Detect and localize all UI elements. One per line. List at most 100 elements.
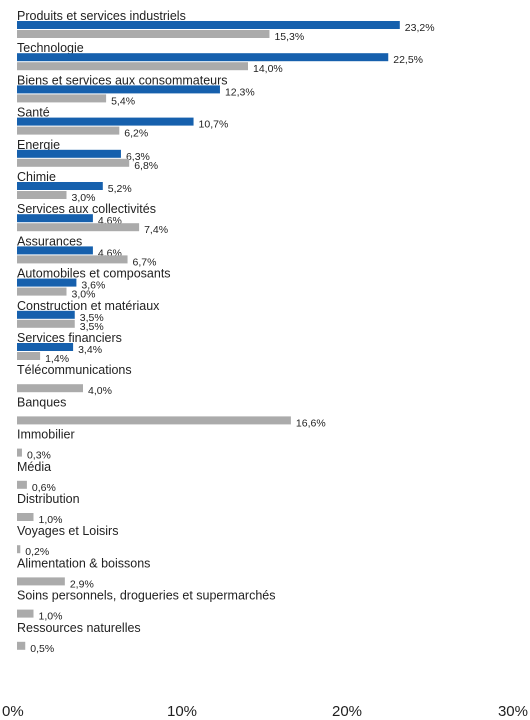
data-label: 0,6%	[32, 482, 56, 494]
data-label: 16,6%	[296, 417, 326, 429]
chart-row: Biens et services aux consommateurs12,3%…	[17, 73, 255, 107]
category-label: Energie	[17, 138, 60, 152]
bar-series-1	[17, 310, 75, 319]
data-label: 1,0%	[39, 514, 63, 526]
category-label: Produits et services industriels	[17, 9, 186, 23]
chart-row: Distribution 1,0%	[17, 492, 80, 526]
data-label: 0,5%	[30, 643, 54, 655]
bar-series-1	[17, 246, 93, 255]
category-label: Assurances	[17, 234, 82, 248]
bar-series-2	[17, 352, 41, 360]
data-label: 3,4%	[78, 344, 102, 356]
bar-series-2	[17, 223, 140, 232]
category-label: Voyages et Loisirs	[17, 524, 118, 538]
bar-series-2	[17, 287, 67, 296]
bar-series-1	[17, 182, 103, 190]
category-label: Immobilier	[17, 428, 75, 442]
bar-series-2	[17, 158, 130, 167]
x-tick-label: 0%	[2, 703, 24, 720]
data-label: 6,8%	[134, 160, 158, 172]
chart-row: Média 0,6%	[17, 460, 56, 494]
data-label: 10,7%	[199, 119, 229, 131]
data-label: 6,2%	[124, 128, 148, 140]
category-label: Distribution	[17, 492, 80, 506]
category-label: Services financiers	[17, 331, 122, 345]
chart-row: Alimentation & boissons 2,9%	[17, 556, 150, 590]
bar-series-2	[17, 319, 75, 328]
bar-series-1	[17, 21, 400, 29]
bar-series-2	[17, 480, 27, 489]
bar-series-2	[17, 545, 21, 554]
bar-series-1	[17, 278, 77, 287]
data-label: 3,6%	[81, 280, 105, 292]
category-label: Technologie	[17, 41, 84, 55]
chart-row: Chimie 5,2% 3,0%	[17, 170, 132, 204]
category-label: Services aux collectivités	[17, 202, 156, 216]
bar-series-2	[17, 416, 291, 425]
chart-row: Banques 16,6%	[17, 395, 326, 429]
chart-row: Télécommunications 4,0%	[17, 363, 132, 397]
bar-series-2	[17, 30, 270, 38]
category-label: Télécommunications	[17, 363, 132, 377]
bar-series-2	[17, 384, 83, 393]
data-label: 0,2%	[25, 546, 49, 558]
category-label: Alimentation & boissons	[17, 556, 150, 570]
data-label: 4,0%	[88, 385, 112, 397]
category-label: Ressources naturelles	[17, 621, 141, 635]
bar-series-1	[17, 117, 194, 126]
category-label: Chimie	[17, 170, 56, 184]
category-label: Soins personnels, drogueries et supermar…	[17, 589, 275, 603]
bar-series-2	[17, 609, 34, 618]
bar-series-2	[17, 577, 65, 586]
category-label: Santé	[17, 106, 50, 120]
bar-series-1	[17, 149, 121, 158]
data-label: 5,4%	[111, 95, 135, 107]
data-label: 6,7%	[133, 256, 157, 268]
bar-series-2	[17, 94, 107, 103]
data-label: 3,5%	[80, 321, 104, 333]
bar-series-2	[17, 191, 67, 199]
data-label: 2,9%	[70, 578, 94, 590]
bar-series-2	[17, 126, 120, 135]
chart-row: Ressources naturelles 0,5%	[17, 621, 141, 655]
bar-series-1	[17, 214, 93, 223]
bar-series-1	[17, 343, 74, 351]
bar-series-2	[17, 255, 128, 264]
data-label: 3,0%	[72, 192, 96, 204]
chart-row: Produits et services industriels 23,2% 15,…	[17, 9, 435, 43]
bar-series-1	[17, 85, 220, 94]
chart-row: Santé 10,7% 6,2%	[17, 106, 228, 140]
chart-row: Technologie 22,5% 14,0%	[17, 41, 423, 75]
data-label: 22,5%	[393, 54, 423, 66]
data-label: 1,0%	[39, 611, 63, 623]
data-label: 5,2%	[108, 183, 132, 195]
data-label: 12,3%	[225, 86, 255, 98]
bar-series-2	[17, 513, 34, 521]
bar-series-1	[17, 53, 389, 62]
data-label: 15,3%	[274, 31, 304, 43]
chart-row: Soins personnels, drogueries et supermar…	[17, 589, 275, 623]
data-label: 7,4%	[144, 224, 168, 236]
data-label: 0,3%	[27, 450, 51, 462]
category-label: Média	[17, 460, 51, 474]
category-label: Automobiles et composants	[17, 267, 171, 281]
data-label: 6,3%	[126, 151, 150, 163]
data-label: 23,2%	[405, 22, 435, 34]
bar-series-2	[17, 641, 26, 650]
x-axis-ticks: 0% 10% 20% 30%	[2, 703, 528, 720]
chart-row: Voyages et Loisirs 0,2%	[17, 524, 118, 558]
category-label: Banques	[17, 395, 66, 409]
data-label: 1,4%	[45, 353, 69, 365]
data-label: 14,0%	[253, 63, 283, 75]
x-tick-label: 10%	[167, 703, 197, 720]
bar-series-2	[17, 448, 22, 457]
bar-series-2	[17, 62, 248, 71]
chart-row: Energie 6,3%6,8%	[17, 138, 158, 172]
category-label: Biens et services aux consommateurs	[17, 73, 228, 87]
